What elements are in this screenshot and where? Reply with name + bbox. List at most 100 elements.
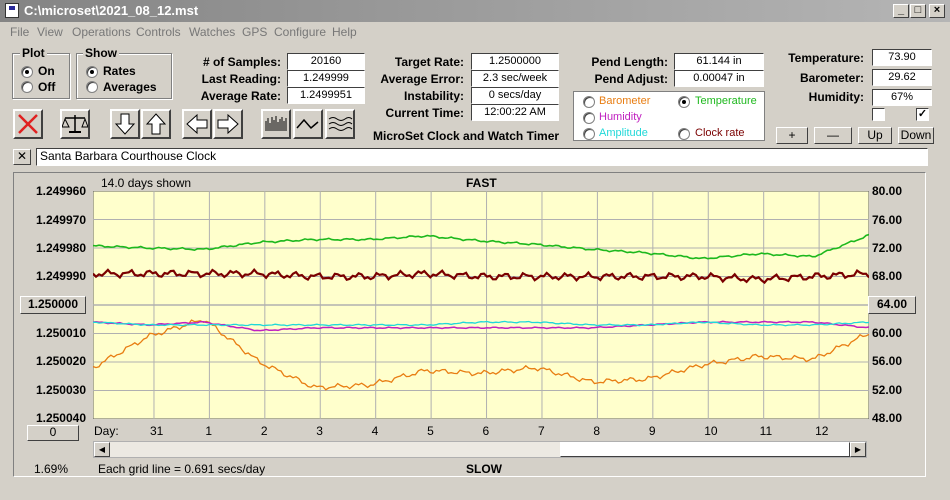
close-button[interactable]: × [929,4,945,18]
slow-label: SLOW [466,462,502,476]
left-checkbox[interactable] [872,108,885,121]
instability-label: Instability: [403,89,464,103]
bars-button[interactable] [261,109,291,139]
show-averages-label[interactable]: Averages [103,80,157,94]
arrow-left-button[interactable] [182,109,212,139]
temperature-option-label[interactable]: Temperature [695,95,757,107]
arrow-up-button[interactable] [141,109,171,139]
day-label: 4 [371,424,379,438]
menu-gps[interactable]: GPS [242,25,268,39]
right-tick-label: 72.00 [872,241,903,255]
menu-bar: File View Operations Controls Watches GP… [0,22,950,42]
menu-watches[interactable]: Watches [189,25,236,39]
average-error-label: Average Error: [380,72,464,86]
graph-frame [13,172,926,477]
minimize-button[interactable]: _ [893,4,909,18]
day-label: 6 [482,424,490,438]
window-title: C:\microset\2021_08_12.mst [24,3,199,18]
target-rate-label: Target Rate: [394,55,464,69]
series-line-temperature [93,233,869,260]
right-checkbox[interactable]: ✓ [916,108,929,121]
center-temp-button[interactable]: 64.00 [868,296,916,314]
day-label: 3 [316,424,323,438]
plot-on-radio[interactable] [21,66,33,78]
barometer-field: 29.62 [872,69,932,86]
humidity-radio[interactable] [583,112,595,124]
up-button[interactable]: Up [858,127,892,144]
show-group-label: Show [83,46,119,60]
down-button[interactable]: Down [898,127,934,144]
right-tick-label: 52.00 [872,383,903,397]
close-clock-button[interactable]: ✕ [13,149,31,165]
amplitude-radio[interactable] [583,128,595,140]
maximize-button[interactable]: □ [910,4,926,18]
menu-view[interactable]: View [37,25,63,39]
humidity-option-label[interactable]: Humidity [599,111,642,123]
menu-help[interactable]: Help [332,25,357,39]
temperature-radio[interactable] [678,96,690,108]
series-group [93,233,869,391]
plot-off-label[interactable]: Off [38,80,56,94]
waves-button[interactable] [325,109,355,139]
scroll-thumb[interactable] [560,442,850,457]
pend-adjust-label: Pend Adjust: [594,72,668,86]
pend-length-field: 61.144 in [674,53,764,70]
menu-file[interactable]: File [10,25,30,39]
samples-field: 20160 [287,53,365,70]
right-tick-label: 76.00 [872,213,903,227]
day-label: 7 [537,424,545,438]
offset-button[interactable]: 0 [27,425,79,441]
arrow-left-icon [186,113,208,135]
scroll-left-arrow[interactable]: ◀ [94,442,110,457]
days-shown-label: 14.0 days shown [101,176,192,190]
app-icon [5,3,19,18]
average-rate-label: Average Rate: [200,89,281,103]
day-label: 8 [593,424,601,438]
scale-button[interactable] [60,109,90,139]
left-tick-label: 1.250030 [35,383,86,397]
day-label: 9 [648,424,656,438]
cancel-icon [18,114,38,134]
scroll-right-arrow[interactable]: ▶ [850,442,866,457]
pend-adjust-field: 0.00047 in [674,70,764,87]
grid-note: Each grid line = 0.691 secs/day [98,462,266,476]
average-error-field: 2.3 sec/week [471,70,559,87]
menu-configure[interactable]: Configure [274,25,327,39]
cancel-button[interactable] [13,109,43,139]
minus-button[interactable]: — [814,127,852,144]
temperature-label: Temperature: [788,51,864,65]
clock-rate-radio[interactable] [678,128,690,140]
barometer-radio[interactable] [583,96,595,108]
horizontal-grid [93,219,869,391]
samples-label: # of Samples: [202,55,281,69]
horizontal-scrollbar[interactable]: ◀ ▶ [93,441,867,458]
day-label: 11 [759,424,773,438]
barometer-option-label[interactable]: Barometer [599,95,651,107]
arrow-right-button[interactable] [213,109,243,139]
plus-button[interactable]: + [776,127,808,144]
plot-on-label[interactable]: On [38,64,55,78]
wave-button[interactable] [293,109,323,139]
clock-name-field[interactable]: Santa Barbara Courthouse Clock [36,148,928,166]
plot-off-radio[interactable] [21,81,33,93]
show-group [76,53,172,99]
left-tick-label: 1.250020 [35,354,86,368]
menu-operations[interactable]: Operations [72,25,131,39]
arrow-up-icon [145,113,167,135]
day-label: 5 [427,424,434,438]
right-tick-label: 56.00 [872,354,903,368]
menu-controls[interactable]: Controls [136,25,181,39]
arrow-right-icon [217,113,239,135]
left-tick-label: 1.249980 [35,241,86,255]
show-rates-label[interactable]: Rates [103,64,136,78]
show-rates-radio[interactable] [86,66,98,78]
right-tick-label: 48.00 [872,411,903,425]
left-tick-label: 1.250040 [35,411,86,425]
scale-icon [61,115,89,133]
amplitude-option-label[interactable]: Amplitude [599,127,648,139]
clock-rate-option-label[interactable]: Clock rate [695,127,745,139]
arrow-down-icon [114,113,136,135]
center-rate-button[interactable]: 1.250000 [20,296,86,314]
show-averages-radio[interactable] [86,81,98,93]
arrow-down-button[interactable] [110,109,140,139]
